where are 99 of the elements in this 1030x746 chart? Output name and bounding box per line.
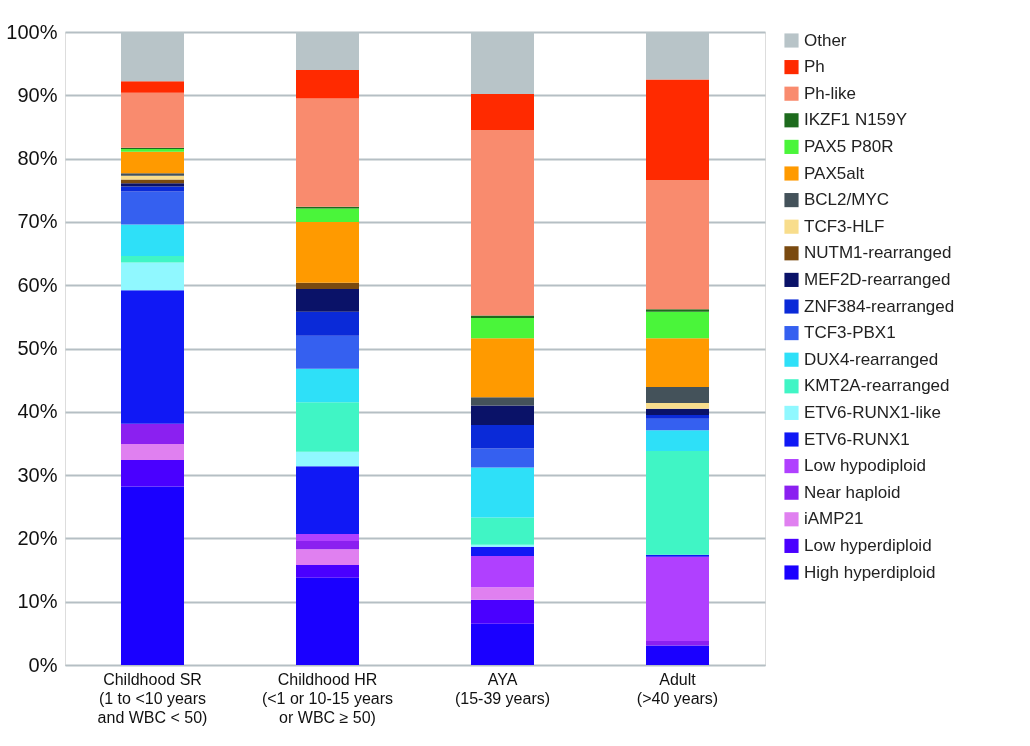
bar xyxy=(646,414,709,419)
bar xyxy=(296,402,359,452)
bar xyxy=(646,556,709,641)
bar xyxy=(121,183,184,187)
bar xyxy=(471,448,534,468)
bar xyxy=(296,564,359,578)
bar xyxy=(646,311,709,339)
bar xyxy=(121,486,184,665)
bar xyxy=(646,430,709,452)
bar xyxy=(121,290,184,424)
bar xyxy=(121,81,184,93)
x-tick-label: Childhood HR (<1 or 10-15 years or WBC ≥ 50) xyxy=(261,670,394,726)
legend-label: NUTM1-rearranged xyxy=(804,243,952,263)
bar xyxy=(646,408,709,415)
legend-label: BCL2/MYC xyxy=(804,190,890,210)
bar xyxy=(471,587,534,600)
bar xyxy=(471,318,534,339)
bar xyxy=(471,599,534,624)
y-tick-label: 70% xyxy=(17,210,58,233)
bar xyxy=(646,451,709,555)
legend-label: Low hypodiploid xyxy=(804,456,926,476)
y-tick-label: 0% xyxy=(28,653,58,676)
legend-label: ETV6-RUNX1 xyxy=(804,429,910,449)
bar xyxy=(121,173,184,176)
legend-label: PAX5 P80R xyxy=(804,136,894,156)
y-tick-label: 20% xyxy=(17,526,58,549)
bar xyxy=(646,309,709,312)
bar xyxy=(471,546,534,557)
legend-label: Low hyperdiploid xyxy=(804,535,932,555)
bar xyxy=(121,444,184,460)
bar xyxy=(296,208,359,222)
x-tick-label: AYA (15-39 years) xyxy=(454,670,551,707)
legend-label: MEF2D-rearranged xyxy=(804,269,951,289)
bar xyxy=(296,335,359,369)
y-tick-label: 10% xyxy=(17,590,58,613)
legend-label: TCF3-HLF xyxy=(804,216,885,236)
bar xyxy=(296,577,359,665)
bar xyxy=(121,92,184,148)
x-tick-label: Adult (>40 years) xyxy=(636,670,719,707)
x-tick-label: Childhood SR (1 to <10 years and WBC < 50) xyxy=(97,670,208,726)
y-tick-label: 50% xyxy=(17,337,58,359)
bar xyxy=(471,623,534,665)
legend-label: ETV6-RUNX1-like xyxy=(804,402,941,422)
bar xyxy=(296,98,359,207)
legend-label: DUX4-rearranged xyxy=(804,349,939,369)
bar xyxy=(296,221,359,283)
y-tick-label: 40% xyxy=(17,400,58,423)
bar xyxy=(296,289,359,312)
y-tick-label: 60% xyxy=(17,273,58,296)
legend-label: Near haploid xyxy=(804,482,901,502)
bar xyxy=(296,540,359,550)
bar xyxy=(471,130,534,316)
y-tick-label: 100% xyxy=(6,20,58,43)
bar xyxy=(296,549,359,565)
bar xyxy=(471,517,534,545)
bar xyxy=(296,311,359,336)
y-tick-label: 30% xyxy=(17,463,58,486)
legend-label: Ph-like xyxy=(804,83,856,103)
legend-label: Ph xyxy=(804,57,825,77)
bar xyxy=(296,466,359,534)
legend-label: ZNF384-rearranged xyxy=(804,296,955,316)
bar xyxy=(121,224,184,257)
bar xyxy=(471,405,534,426)
bar xyxy=(646,418,709,431)
bar xyxy=(121,262,184,291)
bar xyxy=(121,191,184,225)
bar xyxy=(121,186,184,192)
bar xyxy=(471,467,534,518)
bar xyxy=(121,423,184,445)
legend-label: TCF3-PBX1 xyxy=(804,323,896,343)
bar xyxy=(296,69,359,99)
bar xyxy=(646,180,709,310)
legend-label: IKZF1 N159Y xyxy=(804,110,907,130)
legend-label: iAMP21 xyxy=(804,509,864,529)
bar xyxy=(121,459,184,487)
bar xyxy=(121,151,184,174)
bar xyxy=(296,451,359,467)
legend-label: PAX5alt xyxy=(804,163,865,183)
legend-label: High hyperdiploid xyxy=(804,562,936,582)
bar xyxy=(296,533,359,541)
bar xyxy=(646,402,709,409)
bar xyxy=(296,368,359,403)
bar xyxy=(646,338,709,388)
bar xyxy=(121,179,184,184)
bar xyxy=(646,387,709,403)
legend-label: Other xyxy=(804,30,847,50)
bar xyxy=(471,94,534,131)
bar xyxy=(471,556,534,588)
bar xyxy=(471,338,534,398)
y-tick-label: 90% xyxy=(17,83,58,106)
bar xyxy=(471,397,534,406)
bar xyxy=(646,79,709,181)
legend-label: KMT2A-rearranged xyxy=(804,376,950,396)
bar xyxy=(121,256,184,263)
bar xyxy=(471,425,534,449)
bar xyxy=(646,645,709,665)
bar xyxy=(646,640,709,646)
bar xyxy=(296,282,359,289)
y-tick-label: 80% xyxy=(17,147,58,170)
